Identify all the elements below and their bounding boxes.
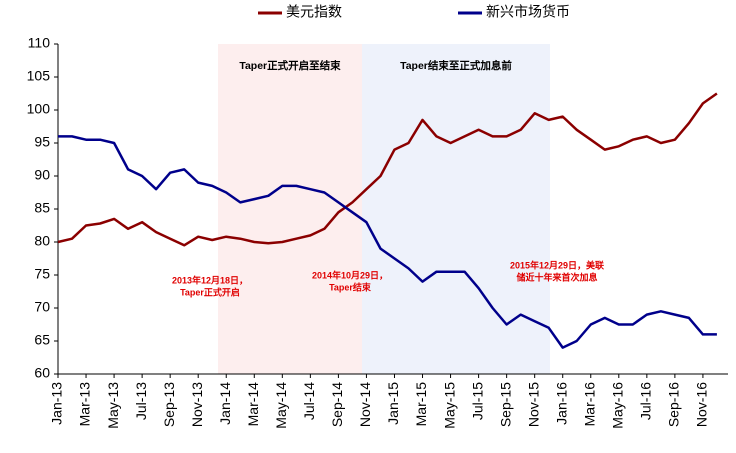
series-line	[57, 92, 718, 247]
annotation: 2013年12月18日，	[172, 274, 248, 285]
x-tick-label: Nov-16	[694, 382, 710, 427]
x-tick-label: Sep-13	[161, 382, 177, 427]
x-tick-label: Jul-15	[469, 382, 485, 420]
legend-label: 美元指数	[286, 4, 342, 20]
y-tick-label: 70	[34, 299, 50, 315]
x-tick-label: Mar-15	[413, 382, 429, 427]
x-tick-label: Nov-15	[525, 382, 541, 427]
annotation: 储近十年来首次加息	[516, 271, 597, 282]
shaded-region	[362, 44, 550, 374]
x-tick-label: Jul-16	[638, 382, 654, 420]
y-tick-label: 75	[34, 266, 50, 282]
series-line	[58, 135, 717, 349]
y-tick-label: 100	[27, 101, 51, 117]
x-tick-label: May-15	[441, 382, 457, 429]
y-tick-label: 65	[34, 332, 50, 348]
x-tick-label: Jul-14	[301, 382, 317, 420]
x-tick-label: May-16	[610, 382, 626, 429]
x-tick-label: Nov-14	[357, 382, 373, 427]
shaded-region	[218, 44, 362, 374]
region-label: Taper正式开启至结束	[239, 59, 341, 72]
y-tick-label: 85	[34, 200, 50, 216]
x-tick-label: Jan-14	[217, 382, 233, 425]
annotation: 2014年10月29日，	[312, 269, 388, 280]
y-tick-label: 60	[34, 365, 50, 381]
x-tick-label: Sep-16	[666, 382, 682, 427]
x-tick-label: May-14	[273, 382, 289, 429]
x-tick-label: Mar-13	[77, 382, 93, 427]
x-tick-label: May-13	[105, 382, 121, 429]
x-tick-label: Jan-16	[553, 382, 569, 425]
annotation: Taper正式开启	[180, 286, 240, 297]
annotation: Taper结束	[329, 281, 372, 292]
x-tick-label: Mar-16	[581, 382, 597, 427]
legend-label: 新兴市场货币	[486, 4, 570, 20]
region-label: Taper结束至正式加息前	[400, 59, 512, 72]
x-tick-label: Jul-13	[133, 382, 149, 420]
x-tick-label: Mar-14	[245, 382, 261, 427]
x-tick-label: Jan-15	[385, 382, 401, 425]
y-tick-label: 110	[28, 35, 51, 51]
x-tick-label: Sep-14	[329, 382, 345, 427]
x-tick-label: Jan-13	[49, 382, 65, 425]
annotation: 2015年12月29日，美联	[510, 259, 605, 270]
y-tick-label: 90	[34, 167, 50, 183]
y-tick-label: 105	[27, 68, 51, 84]
y-tick-label: 80	[34, 233, 50, 249]
y-tick-label: 95	[34, 134, 50, 150]
x-tick-label: Nov-13	[189, 382, 205, 427]
x-tick-label: Sep-15	[497, 382, 513, 427]
